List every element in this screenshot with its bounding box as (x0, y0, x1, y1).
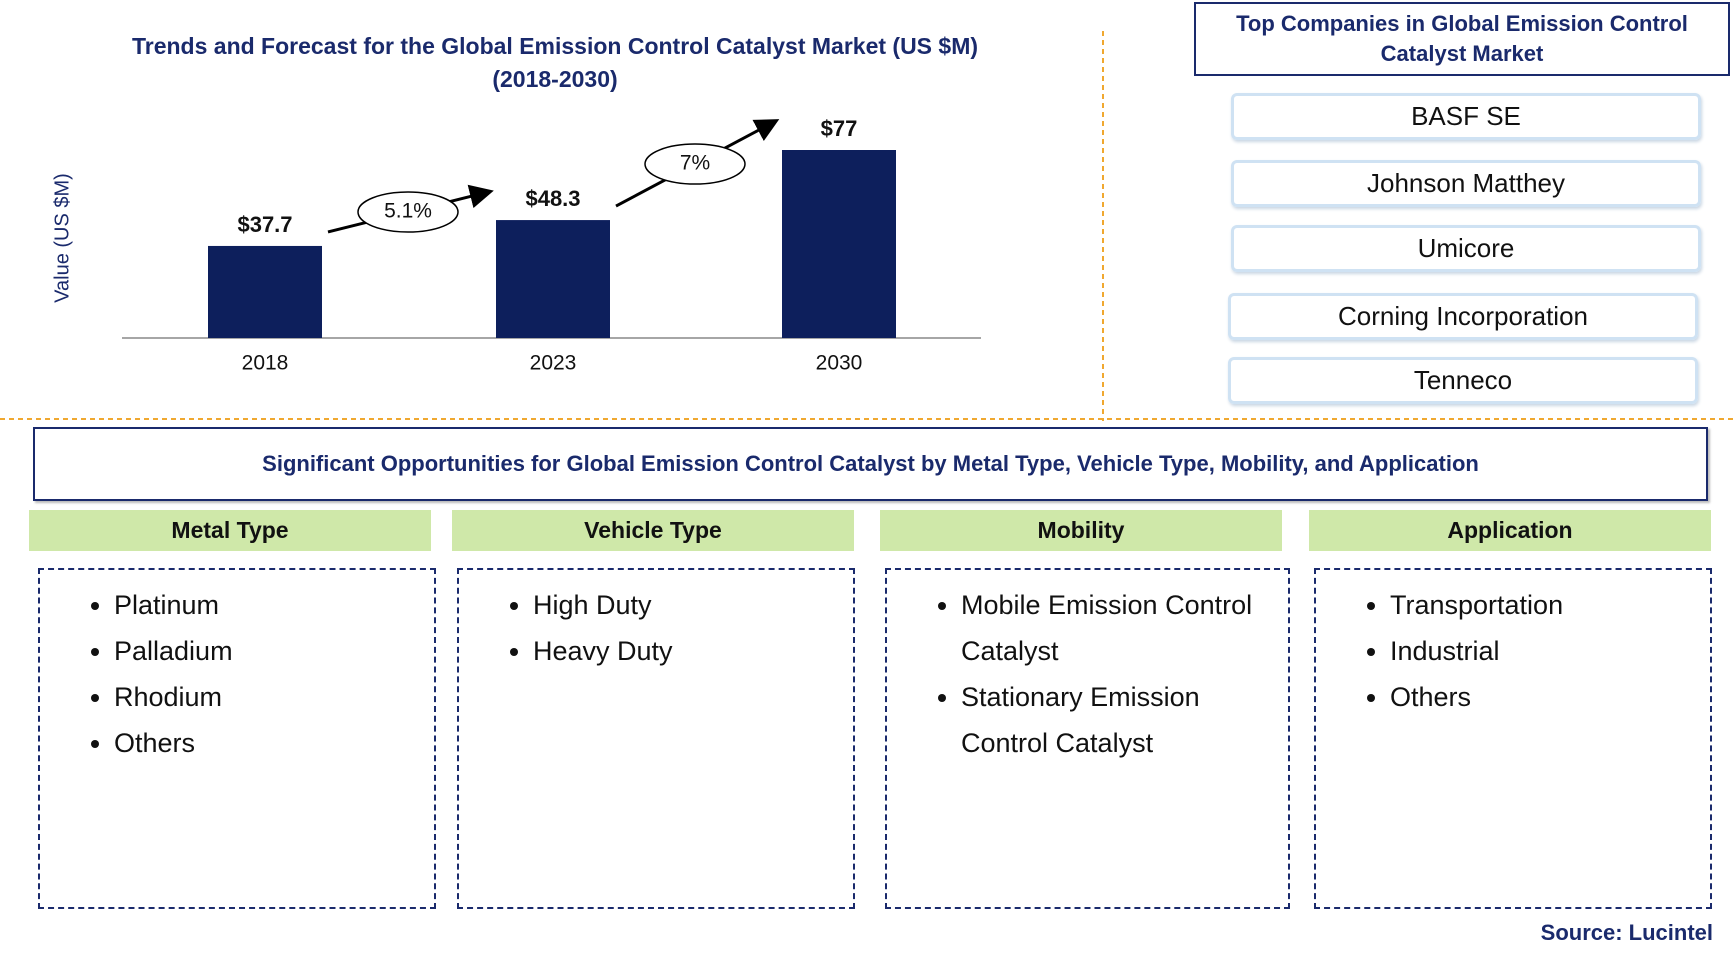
chart-subtitle: (2018-2030) (492, 66, 617, 92)
segment-box: Mobile Emission Control CatalystStationa… (885, 568, 1290, 909)
bar (782, 150, 896, 338)
segment-box: TransportationIndustrialOthers (1314, 568, 1712, 909)
segment-item: Stationary Emission Control Catalyst (961, 674, 1278, 766)
source: Source: Lucintel (1540, 920, 1713, 945)
segment-header: Mobility (880, 510, 1282, 551)
segment-header: Vehicle Type (452, 510, 854, 551)
segment-item: Heavy Duty (533, 628, 843, 674)
segment-item: Rhodium (114, 674, 424, 720)
company-box: Tenneco (1228, 357, 1698, 404)
segment-item: Mobile Emission Control Catalyst (961, 582, 1278, 674)
cagr-bubble (644, 143, 746, 185)
x-tick-label: 2018 (242, 352, 289, 375)
opportunities-title: Significant Opportunities for Global Emi… (33, 427, 1708, 501)
chart-title: Trends and Forecast for the Global Emiss… (132, 33, 978, 59)
company-box: Umicore (1231, 225, 1701, 272)
segment-list: TransportationIndustrialOthers (1326, 582, 1700, 720)
companies-title: Top Companies in Global Emission Control… (1194, 2, 1730, 76)
segment-item: Industrial (1390, 628, 1700, 674)
cagr-label: 7% (680, 152, 710, 175)
value-label: $77 (821, 116, 858, 141)
bar (496, 220, 610, 338)
segment-box: PlatinumPalladiumRhodiumOthers (38, 568, 436, 909)
x-tick-label: 2023 (530, 352, 577, 375)
company-box: Johnson Matthey (1231, 160, 1701, 207)
x-tick-label: 2030 (816, 352, 863, 375)
cagr-bubble (357, 191, 459, 233)
y-axis-label: Value (US $M) (51, 173, 73, 303)
segment-header: Application (1309, 510, 1711, 551)
segment-item: Transportation (1390, 582, 1700, 628)
segment-item: Palladium (114, 628, 424, 674)
segment-item: High Duty (533, 582, 843, 628)
value-label: $37.7 (237, 212, 292, 237)
value-label: $48.3 (525, 186, 580, 211)
company-box: BASF SE (1231, 93, 1701, 140)
segment-box: High DutyHeavy Duty (457, 568, 855, 909)
company-box: Corning Incorporation (1228, 293, 1698, 340)
segment-header: Metal Type (29, 510, 431, 551)
segment-item: Platinum (114, 582, 424, 628)
segment-list: Mobile Emission Control CatalystStationa… (897, 582, 1278, 766)
segment-item: Others (114, 720, 424, 766)
segment-list: PlatinumPalladiumRhodiumOthers (50, 582, 424, 766)
bar (208, 245, 322, 338)
segment-list: High DutyHeavy Duty (469, 582, 843, 674)
cagr-label: 5.1% (384, 200, 432, 223)
segment-item: Others (1390, 674, 1700, 720)
